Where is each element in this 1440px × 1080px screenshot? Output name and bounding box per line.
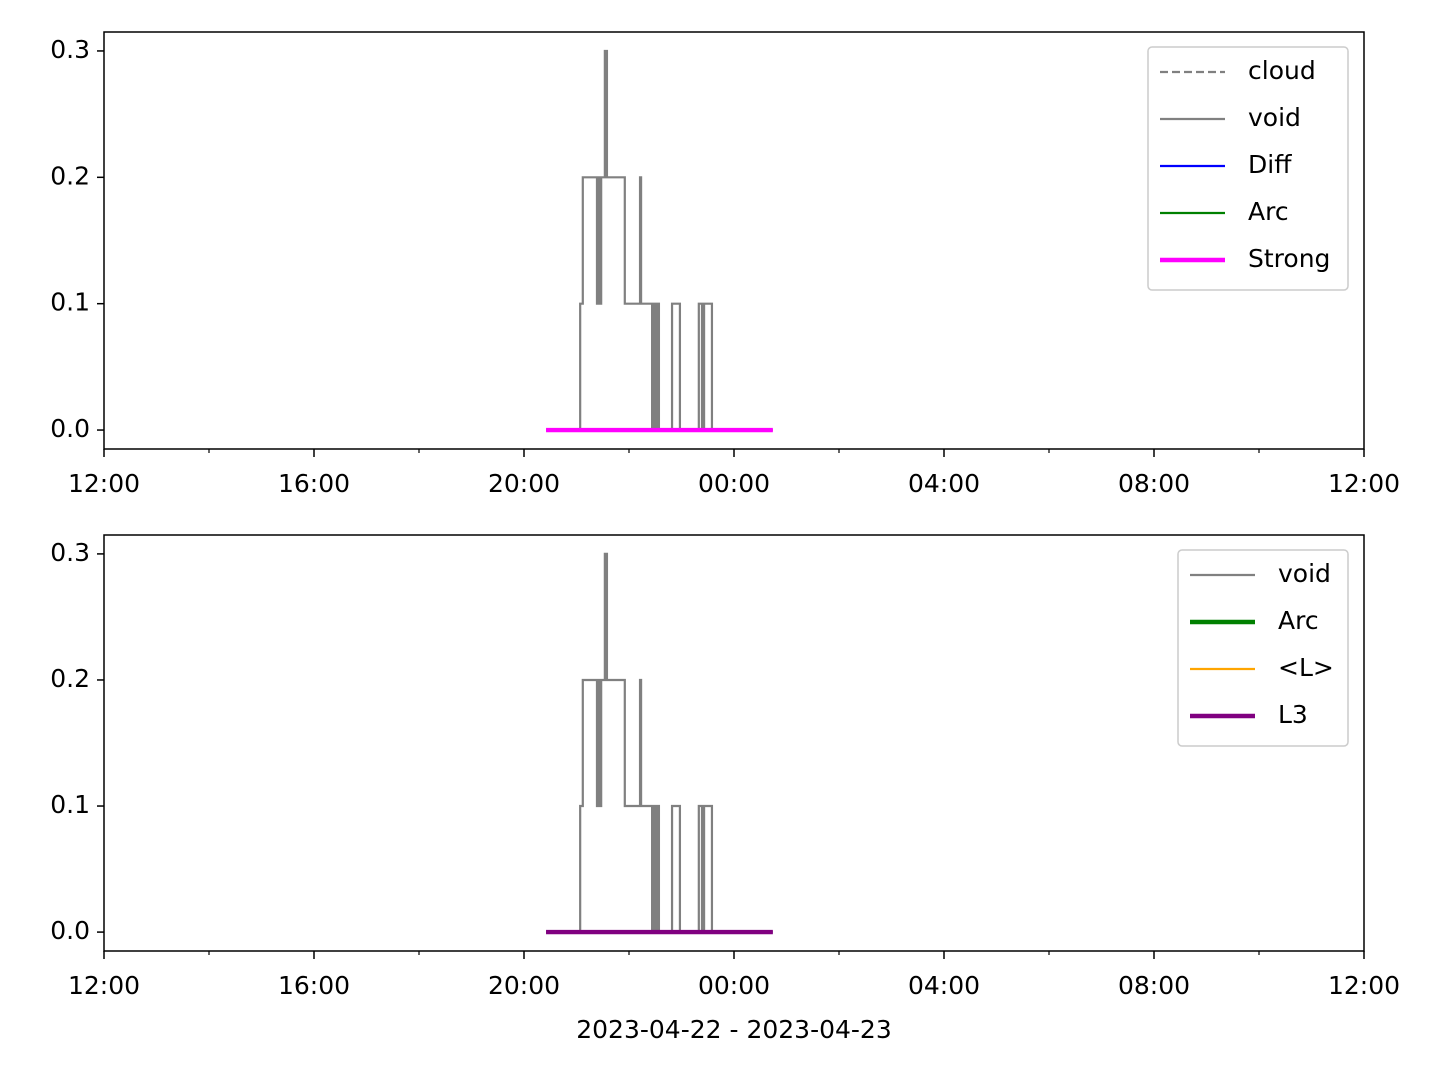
legend-label: Diff <box>1248 150 1292 179</box>
x-tick-label: 00:00 <box>698 971 770 1000</box>
legend-label: cloud <box>1248 56 1316 85</box>
y-tick-label: 0.2 <box>50 161 90 190</box>
x-tick-label: 16:00 <box>278 469 350 498</box>
legend-frame <box>1177 549 1349 747</box>
legend-label: Arc <box>1248 197 1289 226</box>
x-tick-label: 12:00 <box>1328 469 1400 498</box>
x-tick-label: 16:00 <box>278 971 350 1000</box>
x-tick-label: 12:00 <box>1328 971 1400 1000</box>
legend-label: void <box>1278 559 1331 588</box>
x-tick-label: 00:00 <box>698 469 770 498</box>
y-tick-label: 0.1 <box>50 790 90 819</box>
y-tick-label: 0.3 <box>50 35 90 64</box>
x-tick-label: 04:00 <box>908 971 980 1000</box>
series-line <box>546 49 773 432</box>
x-tick-label: 04:00 <box>908 469 980 498</box>
x-tick-label: 20:00 <box>488 469 560 498</box>
axes-frame <box>103 534 1365 952</box>
legend-frame <box>1147 46 1349 291</box>
legend: void Arc <L> L3 <box>1177 549 1349 747</box>
legend-label: void <box>1248 103 1301 132</box>
axes-frame <box>103 31 1365 450</box>
x-tick-label: 20:00 <box>488 971 560 1000</box>
legend-label: Strong <box>1248 244 1330 273</box>
subplot: 0.0 0.1 0.2 0.3 12:00 16:00 20:00 00:00 04:00 08:… <box>50 31 1400 498</box>
x-tick-label: 08:00 <box>1118 469 1190 498</box>
legend: cloud void Diff Arc Strong <box>1147 46 1349 291</box>
x-axis-label: 2023-04-22 - 2023-04-23 <box>576 1015 892 1044</box>
y-tick-label: 0.0 <box>50 414 90 443</box>
y-tick-label: 0.1 <box>50 288 90 317</box>
y-tick-label: 0.0 <box>50 916 90 945</box>
subplot: 0.0 0.1 0.2 0.3 12:00 16:00 20:00 00:00 04:00 08:… <box>50 534 1400 1044</box>
legend-label: <L> <box>1278 653 1334 682</box>
series-line <box>546 552 773 934</box>
x-tick-label: 12:00 <box>68 971 140 1000</box>
legend-label: L3 <box>1278 700 1308 729</box>
y-tick-label: 0.3 <box>50 538 90 567</box>
x-tick-label: 08:00 <box>1118 971 1190 1000</box>
y-tick-label: 0.2 <box>50 664 90 693</box>
legend-label: Arc <box>1278 606 1319 635</box>
x-tick-label: 12:00 <box>68 469 140 498</box>
